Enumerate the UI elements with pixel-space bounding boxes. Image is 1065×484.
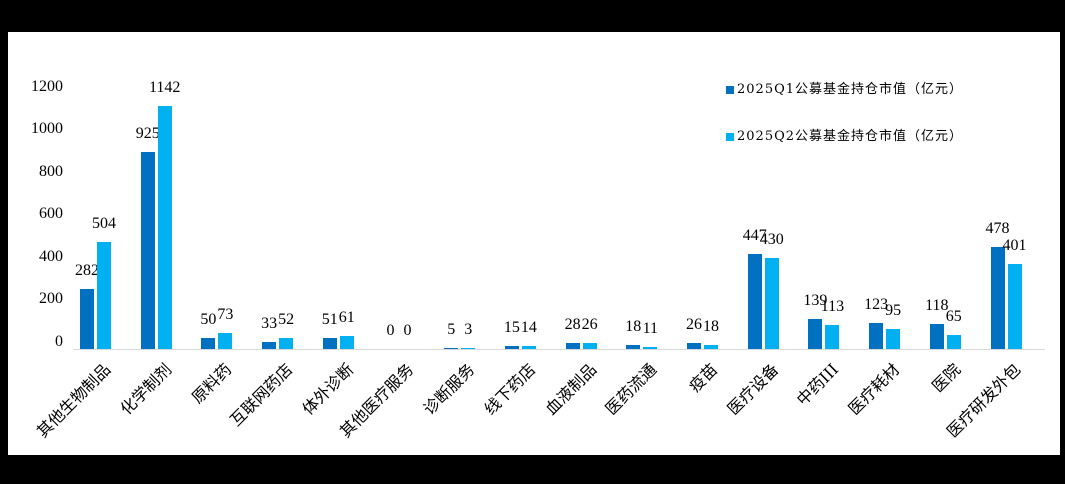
value-label: 28 bbox=[564, 316, 581, 334]
bar-q2 bbox=[704, 345, 718, 349]
value-label: 5 bbox=[447, 320, 456, 338]
legend-item-q1: 2025Q1公募基金持仓市值（亿元） bbox=[726, 78, 963, 97]
bar-q1 bbox=[140, 152, 155, 349]
bar-q2 bbox=[461, 347, 476, 349]
value-label: 447 bbox=[742, 227, 767, 244]
bar-q1 bbox=[322, 338, 337, 349]
bar-q1 bbox=[444, 347, 459, 349]
bar-q2 bbox=[97, 241, 111, 349]
x-tick-label: 医药流通 bbox=[601, 359, 661, 419]
x-tick-label: 血液制品 bbox=[541, 359, 600, 419]
value-label: 401 bbox=[1002, 236, 1027, 254]
y-tick-1200: 1200 bbox=[31, 78, 63, 95]
legend-item-q2: 2025Q2公募基金持仓市值（亿元） bbox=[726, 125, 963, 144]
x-tick-label: 医疗设备 bbox=[723, 359, 782, 419]
value-label: 50 bbox=[200, 311, 217, 329]
value-label: 0 bbox=[403, 322, 412, 339]
y-tick-0: 0 bbox=[55, 333, 63, 350]
bar-q2 bbox=[1007, 263, 1022, 349]
value-label: 65 bbox=[945, 308, 962, 326]
value-label: 26 bbox=[686, 316, 702, 334]
bar-q2 bbox=[279, 337, 294, 349]
y-tick-1000: 1000 bbox=[31, 120, 63, 137]
bar-q1 bbox=[262, 341, 277, 349]
x-axis-line bbox=[73, 349, 1045, 350]
x-tick-label: 医院 bbox=[928, 359, 965, 396]
bar-q2 bbox=[946, 335, 961, 349]
x-tick-label: 原料药 bbox=[188, 359, 236, 408]
bar-q1 bbox=[808, 319, 823, 349]
bar-q2 bbox=[643, 346, 658, 349]
y-tick-400: 400 bbox=[39, 248, 63, 265]
value-label: 430 bbox=[759, 230, 784, 248]
value-label: 14 bbox=[520, 319, 537, 337]
x-tick-label: 化学制剂 bbox=[116, 359, 175, 419]
bar-q1 bbox=[504, 345, 519, 349]
value-label: 26 bbox=[581, 316, 598, 334]
bar-q1 bbox=[747, 254, 762, 349]
legend-swatch-q1 bbox=[726, 85, 734, 94]
value-label: 1142 bbox=[148, 79, 181, 97]
bar-q1 bbox=[80, 289, 94, 349]
value-label: 123 bbox=[864, 295, 889, 313]
value-label: 18 bbox=[703, 318, 719, 336]
bar-q2 bbox=[339, 336, 354, 349]
y-tick-600: 600 bbox=[39, 205, 63, 222]
bar-q1 bbox=[626, 345, 641, 349]
value-label: 61 bbox=[338, 309, 355, 327]
bar-q2 bbox=[218, 333, 233, 349]
value-label: 33 bbox=[261, 314, 278, 332]
bar-q2 bbox=[764, 257, 779, 349]
value-label: 18 bbox=[625, 318, 642, 336]
chart-panel: 0 200 400 600 800 1000 1200 282 504 其他生物制品… bbox=[8, 32, 1060, 455]
value-label: 282 bbox=[75, 262, 99, 280]
y-tick-200: 200 bbox=[39, 290, 63, 307]
bar-q2 bbox=[582, 343, 597, 349]
bar-q1 bbox=[201, 338, 216, 349]
value-label: 11 bbox=[642, 319, 658, 337]
x-tick-label: 其他生物制品 bbox=[32, 359, 115, 442]
value-label: 113 bbox=[820, 297, 845, 315]
bar-q1 bbox=[565, 343, 580, 349]
bar-q1 bbox=[990, 247, 1005, 349]
value-label: 52 bbox=[278, 310, 295, 328]
bar-q1 bbox=[869, 322, 884, 349]
bar-q2 bbox=[521, 346, 536, 349]
x-tick-label: 中药III bbox=[793, 359, 843, 410]
bar-q2 bbox=[825, 324, 840, 349]
value-label: 118 bbox=[925, 296, 949, 314]
legend-label-q1: 2025Q1公募基金持仓市值（亿元） bbox=[737, 82, 964, 97]
value-label: 73 bbox=[217, 306, 234, 324]
legend-swatch-q2 bbox=[726, 132, 734, 141]
x-tick-label: 诊断服务 bbox=[419, 359, 479, 419]
legend-label-q2: 2025Q2公募基金持仓市值（亿元） bbox=[737, 129, 964, 144]
x-tick-label: 线下药店 bbox=[480, 359, 540, 419]
bar-q2 bbox=[886, 328, 901, 349]
value-label: 15 bbox=[503, 318, 520, 336]
value-label: 504 bbox=[92, 214, 116, 232]
value-label: 139 bbox=[803, 292, 828, 310]
x-tick-label: 互联网药店 bbox=[226, 359, 297, 430]
bar-q2 bbox=[157, 106, 172, 349]
value-label: 478 bbox=[985, 220, 1010, 238]
y-tick-800: 800 bbox=[39, 163, 63, 180]
value-label: 3 bbox=[464, 320, 473, 338]
value-label: 925 bbox=[135, 125, 160, 143]
value-label: 51 bbox=[321, 311, 338, 329]
value-label: 0 bbox=[386, 322, 395, 339]
x-tick-label: 医疗耗材 bbox=[844, 359, 904, 419]
x-tick-label: 疫苗 bbox=[685, 359, 722, 396]
bar-q1 bbox=[929, 323, 944, 349]
value-label: 95 bbox=[885, 301, 902, 319]
bar-q1 bbox=[687, 343, 701, 349]
